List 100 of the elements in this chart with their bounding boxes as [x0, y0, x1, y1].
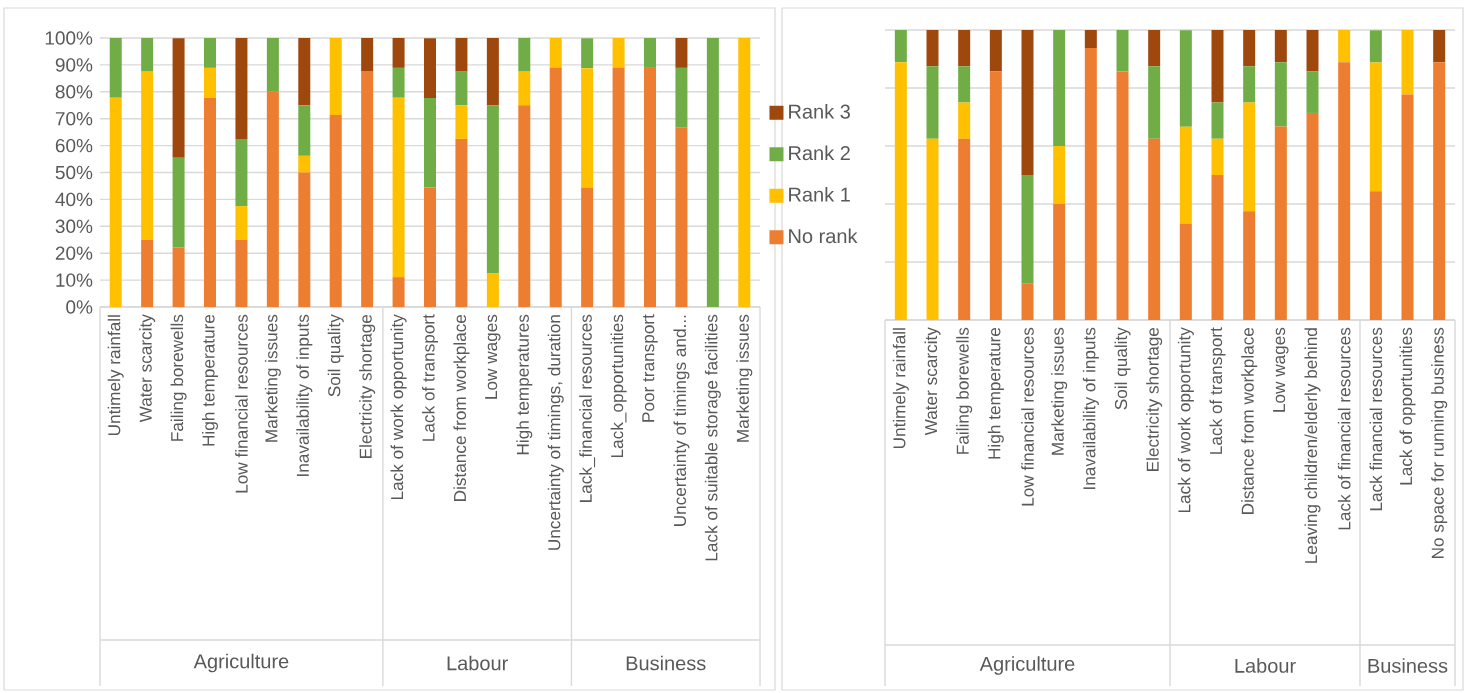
- bar: [1211, 138, 1224, 175]
- bar: [1021, 283, 1034, 320]
- bar: [235, 206, 248, 240]
- bar: [141, 38, 154, 72]
- bar: [1084, 47, 1097, 320]
- bar: [675, 38, 688, 68]
- text: Agriculture: [193, 653, 289, 673]
- x-tick-label: Electricity shortage: [1146, 327, 1163, 471]
- x-tick-label: Water scarcity: [924, 327, 941, 436]
- bar: [612, 38, 625, 68]
- bar: [1148, 30, 1161, 67]
- bar: [518, 71, 531, 106]
- x-tick-label: Soil quality: [327, 314, 344, 397]
- x-tick-label: Marketing issues: [264, 314, 281, 442]
- x-tick-label: Lack of financial resources: [1337, 327, 1351, 530]
- bar: [1433, 62, 1446, 320]
- x-tick-label: Uncertainty of timings, duration: [547, 315, 564, 550]
- bar: [172, 38, 185, 158]
- x-tick-label: No space for running business: [1431, 327, 1448, 558]
- x-tick-label: High temperatures: [516, 314, 533, 455]
- x-tick-label: Low financial resources: [235, 314, 248, 493]
- bar: [1179, 30, 1192, 127]
- bar: [926, 138, 939, 320]
- x-tick-label: Lack of transport: [422, 314, 439, 441]
- bar: [1084, 30, 1097, 48]
- legend-label: Rank 2: [789, 145, 850, 161]
- bar: [172, 157, 185, 248]
- bar: [455, 105, 468, 139]
- bar: [644, 38, 656, 68]
- bar: [989, 30, 1002, 72]
- x-tick-label: Distance from workplace: [1241, 327, 1258, 514]
- bar: [392, 67, 405, 98]
- x-tick-label: Lack financial resources: [1369, 327, 1383, 511]
- x-tick-label: Distance from workplace: [453, 314, 470, 501]
- legend-label: Rank 3: [789, 104, 850, 119]
- bar: [518, 38, 531, 72]
- bar: [424, 187, 437, 308]
- x-tick-label: Leaving children/elderly behind: [1304, 328, 1321, 563]
- bar: [141, 239, 154, 308]
- bar: [486, 273, 499, 308]
- bar: [1369, 30, 1382, 63]
- y-tick-label: 10%: [56, 273, 93, 287]
- x-tick-label: Low wages: [485, 314, 501, 399]
- bar: [486, 38, 499, 106]
- x-tick-label: Poor transport: [642, 314, 658, 422]
- x-tick-label: Lack_opportunities: [610, 314, 627, 458]
- x-tick-label: Untimely rainfall: [107, 315, 124, 436]
- bar: [109, 38, 122, 98]
- bar: [1338, 62, 1351, 320]
- x-tick-label: Lack of suitable storage facilities: [704, 314, 721, 561]
- bar: [1021, 175, 1034, 284]
- text: Labour: [1235, 658, 1296, 673]
- bar: [958, 66, 971, 103]
- bar: [894, 62, 907, 320]
- bar: [266, 38, 279, 92]
- bar: [235, 138, 248, 207]
- y-tick-label: 100%: [45, 31, 93, 45]
- x-tick-label: Inavailability of inputs: [1082, 327, 1099, 489]
- bar: [298, 38, 311, 106]
- bar: [549, 38, 562, 68]
- x-tick-label: Electricity shortage: [359, 314, 376, 458]
- bar: [204, 67, 217, 98]
- y-tick-label: 0%: [66, 300, 93, 314]
- x-tick-label: Water scarcity: [139, 314, 156, 423]
- bar: [989, 71, 1002, 320]
- bar: [1401, 30, 1414, 95]
- bar: [958, 138, 971, 320]
- bar: [361, 71, 374, 308]
- bar: [298, 105, 311, 156]
- bar: [392, 38, 405, 68]
- bar: [675, 127, 688, 308]
- x-tick-label: Untimely rainfall: [892, 328, 909, 449]
- bar: [1053, 146, 1066, 205]
- bar: [581, 68, 594, 188]
- bar: [1338, 30, 1351, 63]
- bar: [266, 91, 279, 308]
- bar: [1148, 66, 1161, 139]
- bar: [958, 102, 971, 139]
- bar: [298, 172, 311, 308]
- bar: [1211, 102, 1224, 139]
- bar: [581, 38, 594, 69]
- bar: [392, 277, 405, 308]
- bar: [392, 97, 405, 278]
- x-tick-label: Failing borewells: [170, 314, 187, 441]
- bar: [1211, 30, 1224, 103]
- bar: [581, 187, 594, 308]
- bar: [1243, 30, 1256, 67]
- legend-label: No rank: [789, 228, 858, 244]
- bar: [1021, 30, 1034, 175]
- x-tick-label: Soil quality: [1114, 327, 1131, 410]
- bar: [1148, 138, 1161, 320]
- bar: [298, 155, 311, 173]
- bar: [926, 66, 939, 139]
- x-tick-label: Inavailability of inputs: [296, 314, 313, 476]
- bar: [1274, 62, 1287, 127]
- bar: [204, 38, 217, 68]
- x-tick-label: Low financial resources: [1021, 327, 1034, 506]
- x-tick-label: Lack of transport: [1209, 327, 1226, 454]
- x-tick-label: High temperature: [987, 327, 1004, 459]
- x-tick-label: Lack of work opportunity: [390, 314, 407, 500]
